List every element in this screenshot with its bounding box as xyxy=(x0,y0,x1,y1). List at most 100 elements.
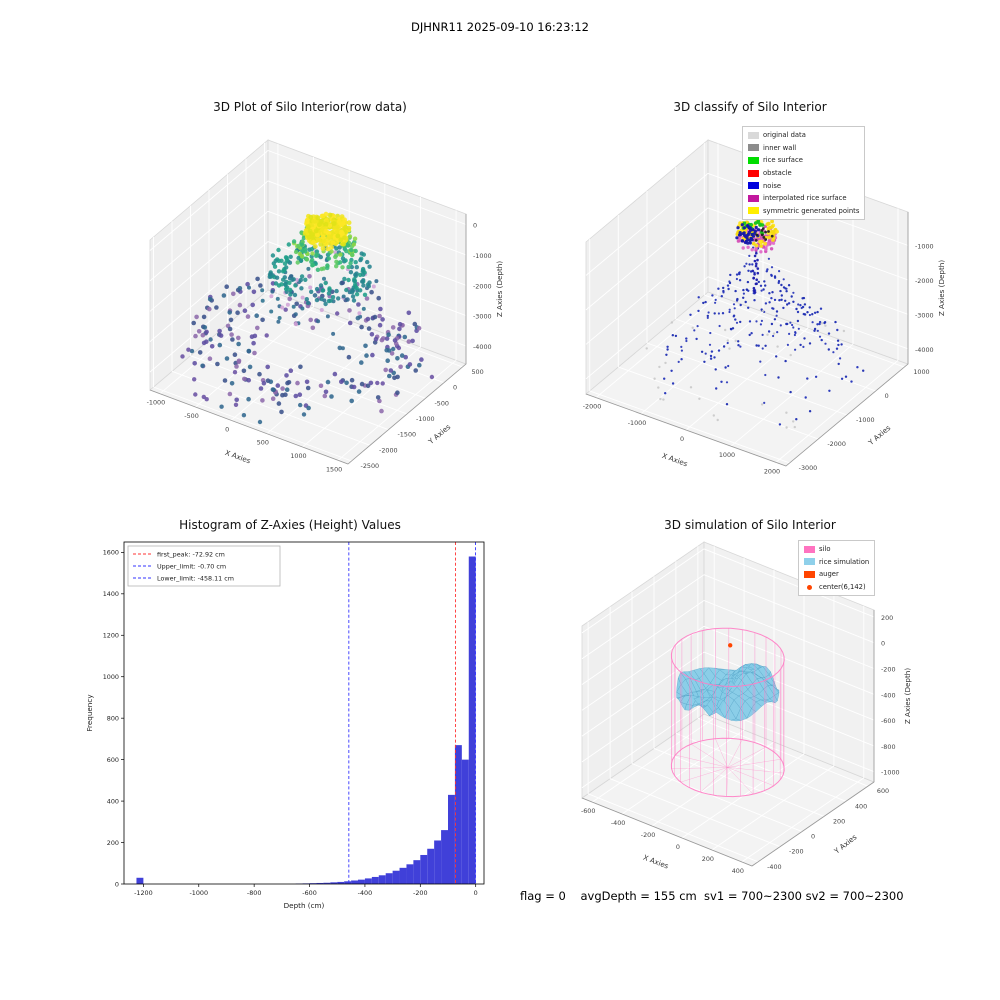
plot-histogram-title: Histogram of Z-Axies (Height) Values xyxy=(179,518,401,532)
legend-swatch xyxy=(804,584,815,591)
svg-text:Lower_limit: -458.11 cm: Lower_limit: -458.11 cm xyxy=(157,574,234,582)
svg-text:-1000: -1000 xyxy=(147,399,166,407)
status-footer-text: flag = 0 avgDepth = 155 cm sv1 = 700~230… xyxy=(520,889,904,903)
svg-text:-600: -600 xyxy=(581,807,596,815)
legend-item: auger xyxy=(804,568,869,581)
rice-simulation-surface xyxy=(676,663,780,722)
legend-swatch xyxy=(804,570,815,578)
svg-text:Z Axies (Depth): Z Axies (Depth) xyxy=(937,260,946,317)
svg-text:-500: -500 xyxy=(184,412,199,420)
svg-text:400: 400 xyxy=(732,867,744,875)
svg-text:-600: -600 xyxy=(881,717,896,725)
legend-swatch xyxy=(748,144,759,152)
svg-text:0: 0 xyxy=(473,222,477,230)
svg-text:-200: -200 xyxy=(789,848,804,856)
svg-text:-1500: -1500 xyxy=(398,431,417,439)
svg-text:-200: -200 xyxy=(881,665,896,673)
svg-text:800: 800 xyxy=(107,714,119,722)
svg-text:Y Axies: Y Axies xyxy=(866,423,893,447)
svg-text:200: 200 xyxy=(833,817,845,825)
svg-text:X Axies: X Axies xyxy=(224,448,252,466)
plot-classify-title: 3D classify of Silo Interior xyxy=(673,100,827,114)
svg-text:-4000: -4000 xyxy=(915,346,934,354)
svg-text:-600: -600 xyxy=(302,889,317,897)
page-title: DJHNR11 2025-09-10 16:23:12 xyxy=(411,20,589,34)
legend-label: auger xyxy=(819,570,839,579)
legend-swatch xyxy=(748,169,759,177)
plot-simulation-title: 3D simulation of Silo Interior xyxy=(664,518,836,532)
svg-text:-2000: -2000 xyxy=(473,282,492,290)
svg-text:first_peak: -72.92 cm: first_peak: -72.92 cm xyxy=(157,550,225,558)
legend-swatch xyxy=(748,207,759,215)
legend-label: obstacle xyxy=(763,169,792,178)
svg-text:-400: -400 xyxy=(611,819,626,827)
svg-text:1000: 1000 xyxy=(719,451,735,459)
svg-text:Y Axies: Y Axies xyxy=(832,832,859,856)
svg-text:2000: 2000 xyxy=(764,467,780,475)
svg-text:-1000: -1000 xyxy=(915,242,934,250)
plot-raw-3d: 3D Plot of Silo Interior(row data) -1000… xyxy=(100,100,520,483)
svg-text:-800: -800 xyxy=(881,743,896,751)
svg-text:-400: -400 xyxy=(767,863,782,871)
svg-text:1000: 1000 xyxy=(913,368,929,376)
svg-text:1400: 1400 xyxy=(103,590,119,598)
svg-text:1600: 1600 xyxy=(103,549,119,557)
legend-label: inner wall xyxy=(763,143,797,152)
svg-text:-2000: -2000 xyxy=(827,440,846,448)
legend-swatch xyxy=(748,182,759,190)
legend-swatch xyxy=(748,156,759,164)
svg-text:Upper_limit: -0.70 cm: Upper_limit: -0.70 cm xyxy=(157,562,226,570)
legend-item: center(6,142) xyxy=(804,581,869,594)
svg-text:1000: 1000 xyxy=(103,673,119,681)
legend-item: symmetric generated points xyxy=(748,205,859,218)
svg-text:-2000: -2000 xyxy=(379,446,398,454)
simulation-legend: silo rice simulation auger center(6,142) xyxy=(798,540,876,597)
svg-text:Depth (cm): Depth (cm) xyxy=(284,901,325,910)
svg-text:-800: -800 xyxy=(247,889,262,897)
svg-text:0: 0 xyxy=(225,425,229,433)
legend-item: rice simulation xyxy=(804,556,869,569)
svg-text:-3000: -3000 xyxy=(915,311,934,319)
legend-label: silo xyxy=(819,545,831,554)
svg-text:0: 0 xyxy=(474,889,478,897)
svg-text:500: 500 xyxy=(257,439,269,447)
histogram-canvas: -1200 -1000 -800 -600 -400 -200 0 0 200 400 600 800… xyxy=(85,541,485,910)
silo-wireframe xyxy=(670,627,785,798)
plot-raw-title: 3D Plot of Silo Interior(row data) xyxy=(213,100,407,114)
svg-text:0: 0 xyxy=(680,435,684,443)
svg-text:0: 0 xyxy=(115,880,119,888)
legend-item: original data xyxy=(748,129,859,142)
svg-text:0: 0 xyxy=(885,392,889,400)
svg-text:-400: -400 xyxy=(358,889,373,897)
svg-text:600: 600 xyxy=(877,787,889,795)
svg-text:-2500: -2500 xyxy=(361,462,380,470)
svg-text:-1200: -1200 xyxy=(134,889,153,897)
legend-item: obstacle xyxy=(748,167,859,180)
legend-swatch xyxy=(804,545,815,553)
legend-label: original data xyxy=(763,131,806,140)
svg-text:0: 0 xyxy=(453,384,457,392)
svg-text:400: 400 xyxy=(855,802,867,810)
svg-text:-2000: -2000 xyxy=(583,403,602,411)
classify-legend: original data inner wall rice surface obsta… xyxy=(742,126,866,221)
svg-text:1200: 1200 xyxy=(103,632,119,640)
legend-item: silo xyxy=(804,543,869,556)
legend-swatch xyxy=(748,131,759,139)
legend-label: noise xyxy=(763,181,782,190)
svg-text:-1000: -1000 xyxy=(473,252,492,260)
simulation-3d-canvas: -600 -400 -200 0 200 400 -400 -200 0 200 400 600 -10… xyxy=(581,541,912,875)
scatter-points xyxy=(645,214,865,429)
scatter-points xyxy=(180,211,435,425)
svg-text:0: 0 xyxy=(881,640,885,648)
svg-text:-3000: -3000 xyxy=(799,464,818,472)
svg-text:Z Axies (Depth): Z Axies (Depth) xyxy=(903,668,912,725)
legend-item: interpolated rice surface xyxy=(748,192,859,205)
auger-marker xyxy=(728,643,733,648)
plot-classify-3d: 3D classify of Silo Interior -2000 -1000 0… xyxy=(540,100,960,483)
plot-simulation-3d: 3D simulation of Silo Interior -600 -400-… xyxy=(540,518,960,896)
svg-text:600: 600 xyxy=(107,756,119,764)
svg-text:-1000: -1000 xyxy=(628,419,647,427)
svg-text:1000: 1000 xyxy=(290,452,306,460)
